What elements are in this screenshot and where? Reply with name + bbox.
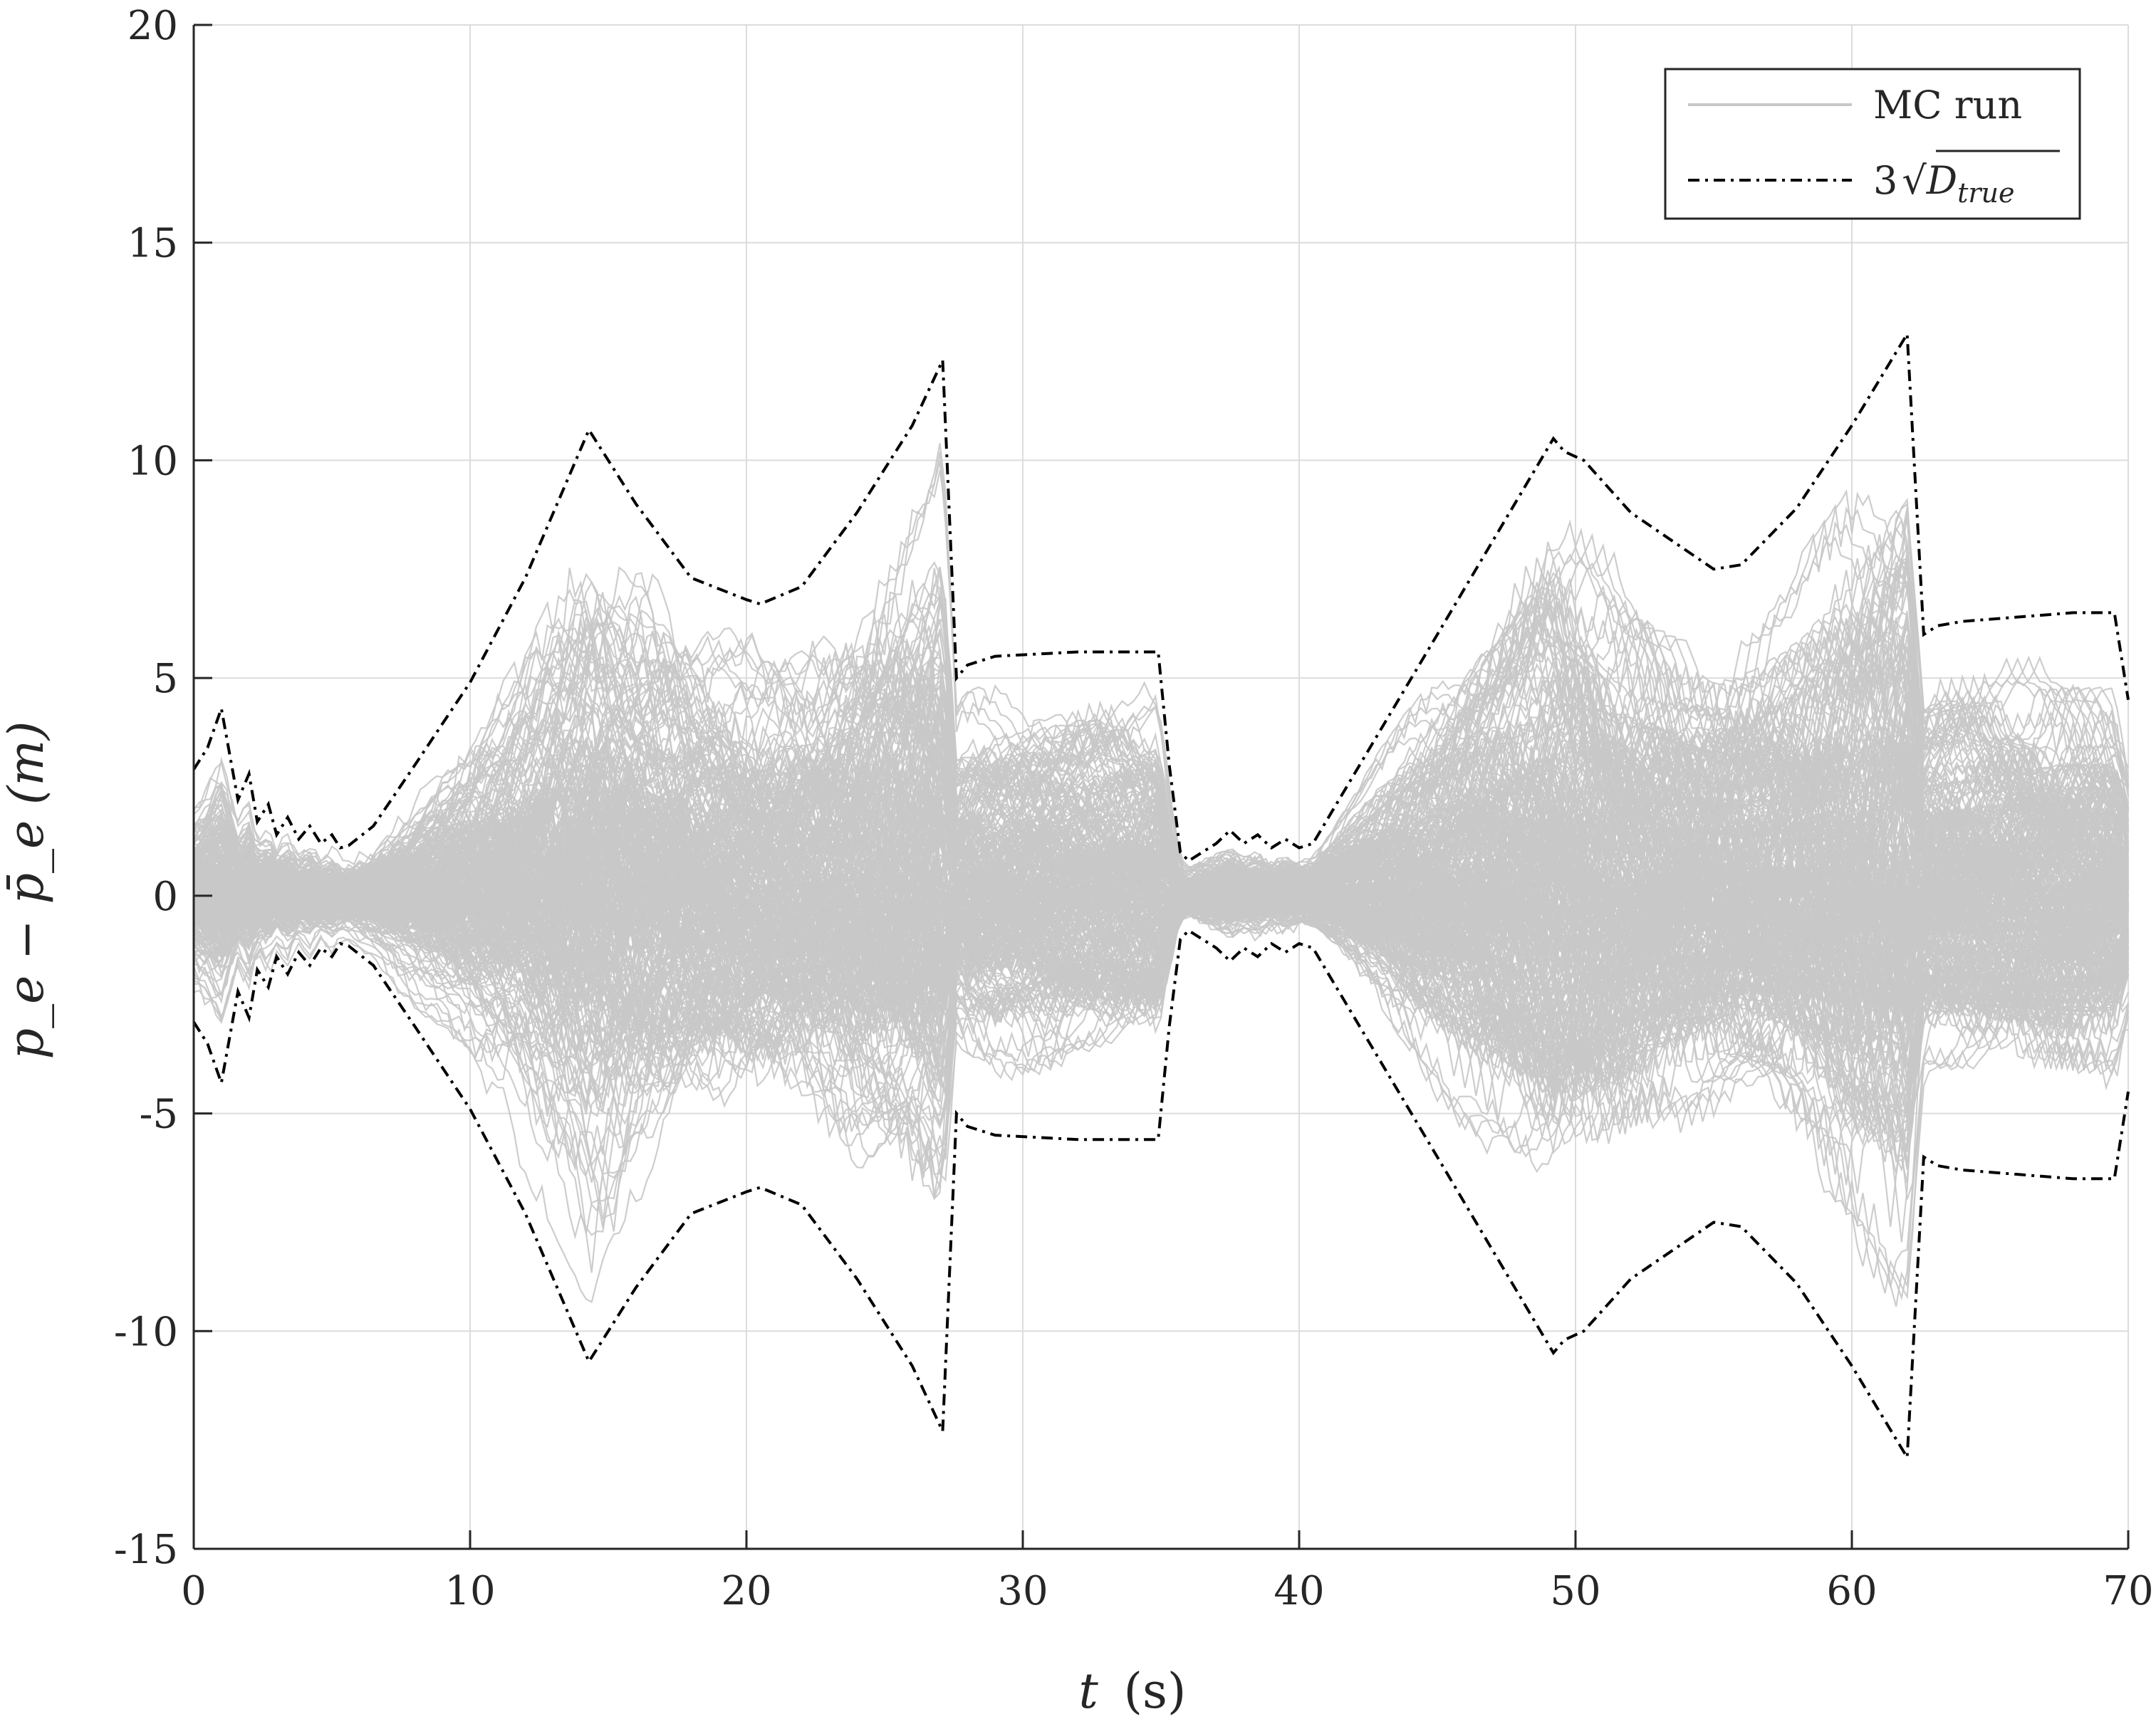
mc-run-line [193, 882, 2129, 1142]
y-tick-label-4: 5 [152, 656, 178, 702]
x-tick-label-6: 60 [1826, 1568, 1877, 1614]
legend-bound-label: 3 √Dtrue [1873, 158, 2014, 209]
x-tick-labels: 0 10 20 30 40 50 60 70 [181, 1568, 2153, 1614]
mc-run-line [193, 763, 2129, 999]
mc-run-line [193, 585, 2129, 1014]
y-tick-labels: -15 -10 -5 0 5 10 15 20 [114, 3, 178, 1573]
mc-run-line [193, 760, 2129, 983]
mc-run-line [193, 787, 2130, 1047]
mc-run-line [193, 733, 2130, 1182]
mc-run-line [193, 831, 2130, 1068]
mc-run-line [193, 622, 2130, 1067]
x-tick-label-4: 40 [1274, 1568, 1324, 1614]
mc-run-line [193, 741, 2130, 998]
x-axis-label: t (s) [1079, 1663, 1187, 1720]
y-tick-label-3: 0 [152, 874, 178, 920]
mc-run-line [193, 626, 2130, 1047]
y-tick-label-7: 20 [127, 3, 178, 49]
x-tick-label-7: 70 [2103, 1568, 2153, 1614]
legend-box [1664, 68, 2081, 220]
legend-bound-prefix: 3 [1873, 158, 1897, 203]
mc-run-line [193, 733, 2130, 1113]
x-tick-label-0: 0 [181, 1568, 207, 1614]
mc-run-line [193, 801, 2130, 1112]
x-tick-label-5: 50 [1550, 1568, 1600, 1614]
bounds-group [192, 329, 2130, 1463]
x-tick-label-2: 20 [721, 1568, 771, 1614]
axes-frame [192, 23, 2130, 1550]
mc-run-line [193, 563, 2129, 993]
y-tick-label-6: 15 [127, 221, 178, 267]
legend-mc-label: MC run [1873, 83, 2022, 127]
x-tick-label-1: 10 [444, 1568, 495, 1614]
mc-run-line [193, 629, 2130, 1080]
bound-lower-line [192, 929, 2130, 1463]
mc-run-line [193, 595, 2129, 1110]
legend: MC run 3 √Dtrue [1664, 68, 2081, 220]
bound-upper-line [192, 329, 2130, 863]
y-tick-label-5: 10 [127, 438, 178, 484]
mc-runs-group [192, 443, 2130, 1307]
y-axis-label: p_e − p̄_e (m) [0, 721, 55, 1060]
legend-bound-var: D [1926, 158, 1957, 203]
mc-run-line [193, 702, 2130, 1304]
mc-run-line [193, 741, 2129, 956]
y-tick-label-2: -5 [139, 1092, 178, 1138]
x-tick-label-3: 30 [997, 1568, 1048, 1614]
mc-run-line [193, 768, 2129, 986]
y-tick-label-1: -10 [114, 1309, 178, 1355]
mc-run-line [193, 618, 2129, 1040]
x-axis-label-unit: (s) [1123, 1663, 1186, 1720]
legend-sqrt-sign: √ [1902, 158, 1927, 203]
mc-run-line [193, 686, 2129, 1103]
x-axis-label-var: t [1079, 1663, 1099, 1720]
y-tick-label-0: -15 [114, 1527, 178, 1573]
legend-bound-sub: true [1957, 177, 2014, 209]
